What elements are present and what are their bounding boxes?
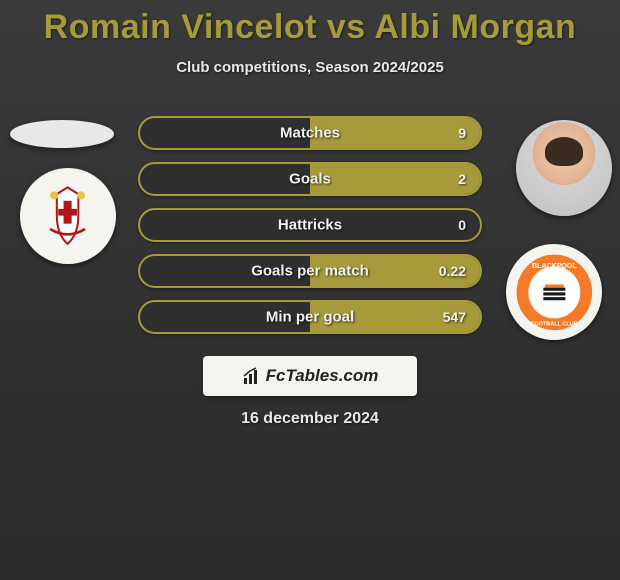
stats-table: Matches 9 Goals 2 Hattricks 0 Goals per match 0… [138, 116, 482, 346]
stat-fill-right [310, 164, 480, 194]
player-right-avatar [516, 120, 612, 216]
stat-row: Min per goal 547 [138, 300, 482, 334]
chart-icon [242, 366, 262, 386]
stat-row: Goals 2 [138, 162, 482, 196]
comparison-area: BLACKPOOL FOOTBALL CLUB Matches 9 Goals 2 Ha… [0, 116, 620, 376]
date-label: 16 december 2024 [241, 410, 379, 428]
blackpool-crest-icon: BLACKPOOL FOOTBALL CLUB [515, 253, 594, 332]
club-right-crest: BLACKPOOL FOOTBALL CLUB [506, 244, 602, 340]
stat-value-right: 2 [458, 171, 466, 187]
watermark[interactable]: FcTables.com [203, 356, 417, 396]
stat-value-right: 9 [458, 125, 466, 141]
page-title: Romain Vincelot vs Albi Morgan [0, 0, 620, 47]
stat-label: Goals per match [251, 263, 369, 280]
stat-label: Min per goal [266, 309, 354, 326]
stat-value-right: 0.22 [439, 263, 466, 279]
player-left-avatar [10, 120, 114, 148]
stat-label: Goals [289, 171, 331, 188]
stat-row: Matches 9 [138, 116, 482, 150]
stat-label: Hattricks [278, 217, 342, 234]
stat-row: Goals per match 0.22 [138, 254, 482, 288]
stat-value-right: 547 [443, 309, 466, 325]
watermark-text: FcTables.com [266, 366, 379, 386]
stat-label: Matches [280, 125, 340, 142]
stevenage-crest-icon [34, 182, 101, 249]
stat-value-right: 0 [458, 217, 466, 233]
club-left-crest [20, 168, 116, 264]
stat-row: Hattricks 0 [138, 208, 482, 242]
subtitle: Club competitions, Season 2024/2025 [0, 59, 620, 76]
svg-text:BLACKPOOL: BLACKPOOL [532, 262, 578, 270]
svg-text:FOOTBALL CLUB: FOOTBALL CLUB [531, 321, 578, 327]
